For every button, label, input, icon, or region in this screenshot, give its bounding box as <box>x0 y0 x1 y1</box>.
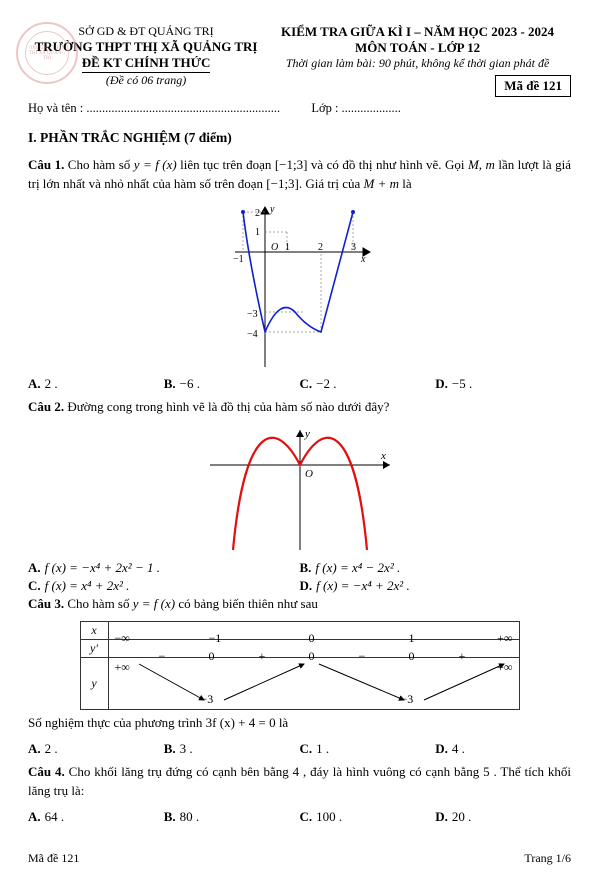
q2-label: Câu 2. <box>28 399 64 414</box>
svg-text:2: 2 <box>318 242 323 253</box>
svg-text:2: 2 <box>255 208 260 219</box>
section-1-title: I. PHẦN TRẮC NGHIỆM (7 điểm) <box>28 130 571 146</box>
q4-options: A.64 . B.80 . C.100 . D.20 . <box>28 809 571 825</box>
name-field: Họ và tên : ............................… <box>28 101 280 115</box>
duration-line: Thời gian làm bài: 90 phút, không kể thờ… <box>264 56 571 71</box>
q3-options: A.2 . B.3 . C.1 . D.4 . <box>28 741 571 757</box>
q2-options: A.f (x) = −x⁴ + 2x² − 1 . B.f (x) = x⁴ −… <box>28 559 571 595</box>
q4-label: Câu 4. <box>28 764 65 779</box>
stamp-icon: TRƯỜNG THPT THỊ XÃ QUẢNG TRỊ <box>16 22 78 84</box>
page-footer: Mã đề 121 Trang 1/6 <box>28 851 571 866</box>
q1-options: A.2 . B.−6 . C.−2 . D.−5 . <box>28 376 571 392</box>
svg-text:x: x <box>380 450 386 462</box>
question-1: Câu 1. Cho hàm số y = f (x) liên tục trê… <box>28 156 571 194</box>
svg-text:3: 3 <box>351 242 356 253</box>
svg-text:y: y <box>304 428 310 440</box>
svg-text:O: O <box>305 468 313 480</box>
question-3: Câu 3. Cho hàm số y = f (x) có bảng biến… <box>28 595 571 614</box>
svg-text:y: y <box>269 204 275 215</box>
class-field: Lớp : ................... <box>311 101 401 115</box>
exam-code: Mã đề 121 <box>495 75 571 97</box>
svg-text:−3: −3 <box>247 309 258 320</box>
q2-chart: O x y <box>28 425 571 555</box>
svg-text:O: O <box>271 242 278 253</box>
page-header: TRƯỜNG THPT THỊ XÃ QUẢNG TRỊ SỞ GD & ĐT … <box>28 24 571 97</box>
svg-text:−4: −4 <box>247 329 258 340</box>
q3-label: Câu 3. <box>28 596 64 611</box>
q1-label: Câu 1. <box>28 157 64 172</box>
subject-line: MÔN TOÁN - LỚP 12 <box>264 40 571 56</box>
svg-text:1: 1 <box>255 227 260 238</box>
student-info-row: Họ và tên : ............................… <box>28 101 571 116</box>
q1-chart: O 1 2 3 x −1 2 1 −3 −4 y <box>28 202 571 372</box>
exam-type: ĐỀ KT CHÍNH THỨC <box>82 55 211 73</box>
question-4: Câu 4. Cho khối lăng trụ đứng có cạnh bê… <box>28 763 571 801</box>
footer-right: Trang 1/6 <box>524 851 571 866</box>
svg-text:−1: −1 <box>233 254 244 265</box>
q3-table: x −∞ −1 0 1 +∞ y′ − 0 + 0 − 0 + y +∞ +∞ … <box>28 621 571 710</box>
header-left: TRƯỜNG THPT THỊ XÃ QUẢNG TRỊ SỞ GD & ĐT … <box>28 24 264 97</box>
question-2: Câu 2. Đường cong trong hình vẽ là đồ th… <box>28 398 571 417</box>
svg-text:1: 1 <box>285 242 290 253</box>
svg-text:x: x <box>360 254 366 265</box>
exam-title: KIỂM TRA GIỮA KÌ I – NĂM HỌC 2023 - 2024 <box>264 24 571 40</box>
q3-eq: Số nghiệm thực của phương trình 3f (x) +… <box>28 714 571 733</box>
header-right: KIỂM TRA GIỮA KÌ I – NĂM HỌC 2023 - 2024… <box>264 24 571 97</box>
footer-left: Mã đề 121 <box>28 851 79 866</box>
